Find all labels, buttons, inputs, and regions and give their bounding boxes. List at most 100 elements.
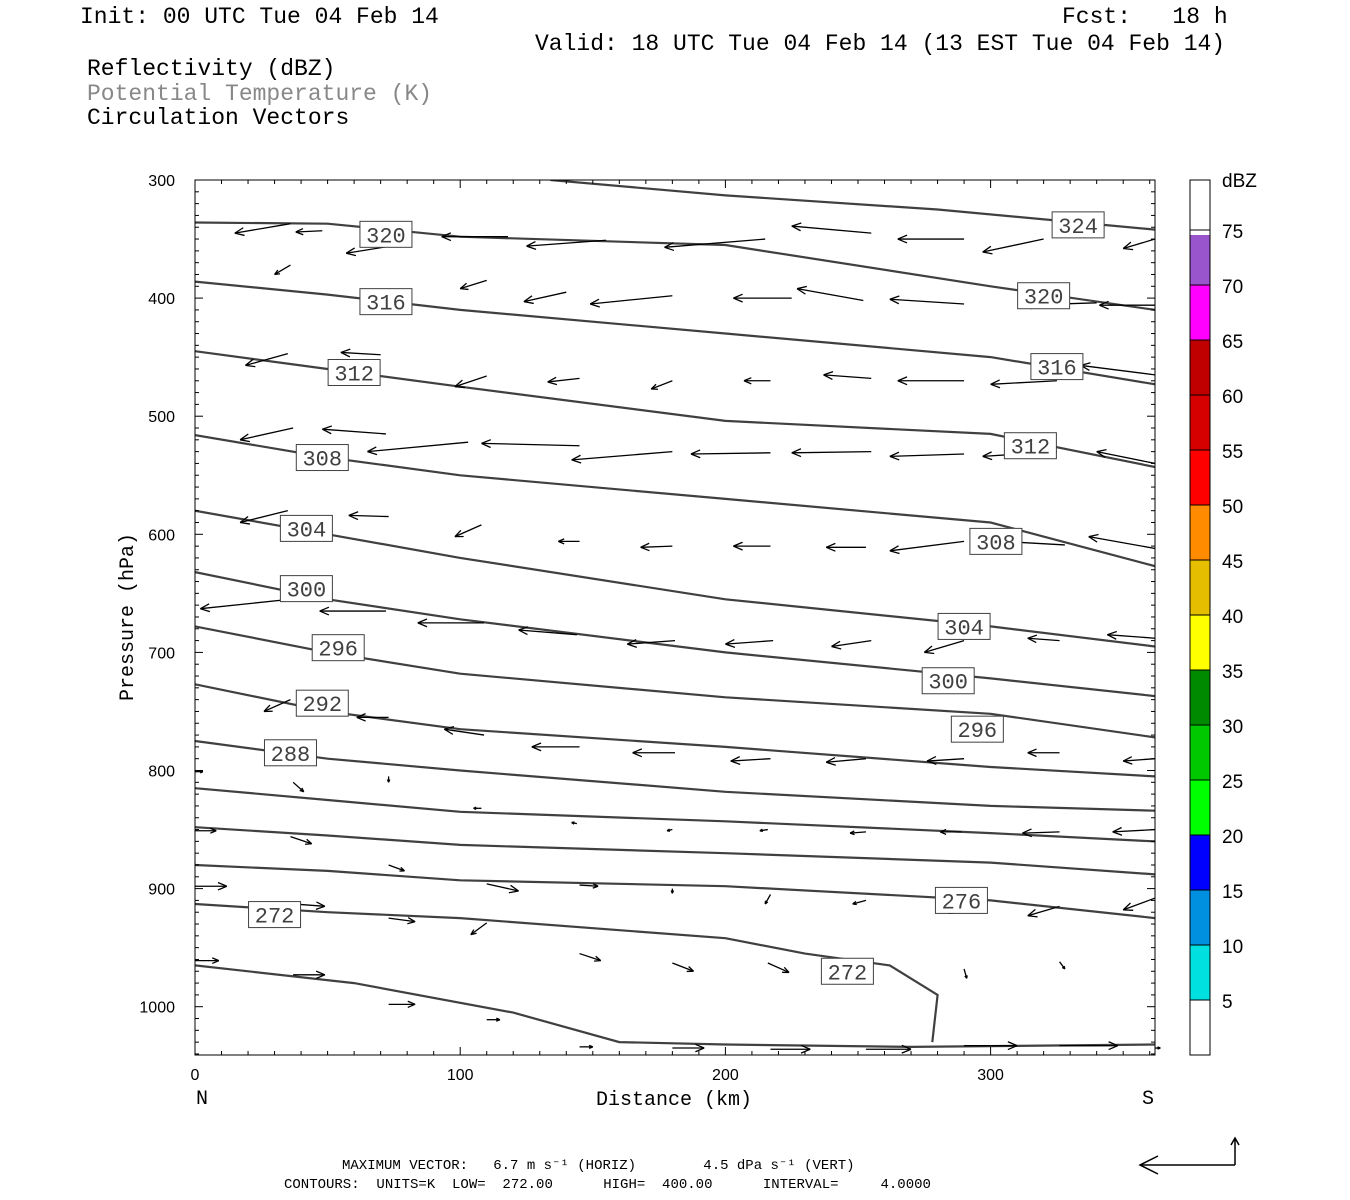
contour-label-text: 308 — [302, 448, 342, 473]
circulation-vector — [245, 352, 288, 368]
colorbar-label: 70 — [1222, 277, 1243, 298]
circulation-vector — [939, 828, 962, 835]
circulation-vector — [473, 806, 482, 811]
circulation-vector — [825, 756, 867, 766]
circulation-vector — [293, 970, 326, 980]
circulation-vector — [889, 451, 965, 461]
circulation-vector — [897, 376, 965, 386]
circulation-vector — [571, 450, 673, 464]
x-tick-label: 100 — [447, 1067, 474, 1084]
colorbar-swatch — [1190, 505, 1210, 560]
y-tick-label: 500 — [148, 409, 175, 426]
theta-contour-296 — [195, 625, 1155, 739]
circulation-vector — [672, 962, 695, 973]
circulation-vector — [1088, 533, 1156, 550]
circulation-vectors — [195, 222, 1161, 1054]
colorbar-swatch — [1190, 890, 1210, 945]
contour-label-text: 296 — [318, 638, 358, 663]
contour-label-text: 296 — [958, 719, 998, 744]
circulation-vector — [627, 638, 676, 648]
colorbar-swatch — [1190, 725, 1210, 780]
circulation-vector — [274, 264, 291, 276]
x-tick-label: 300 — [977, 1067, 1004, 1084]
colorbar-swatch — [1190, 285, 1210, 340]
circulation-vector — [743, 377, 771, 385]
colorbar-swatch — [1190, 560, 1210, 615]
circulation-vector — [963, 968, 968, 979]
contour-label-text: 324 — [1058, 215, 1098, 240]
colorbar-label: 20 — [1222, 827, 1243, 848]
circulation-vector — [791, 448, 872, 458]
circulation-vector — [725, 638, 774, 648]
colorbar-label: 60 — [1222, 387, 1243, 408]
colorbar-label: 50 — [1222, 497, 1243, 518]
circulation-vector — [388, 917, 416, 925]
circulation-vector — [470, 922, 488, 936]
circulation-vector — [897, 234, 965, 244]
circulation-vector — [1122, 756, 1156, 765]
maximum-vector-note: MAXIMUM VECTOR: 6.7 m s⁻¹ (HORIZ) 4.5 dP… — [342, 1158, 855, 1174]
colorbar-label: 55 — [1222, 442, 1243, 463]
circulation-vector — [865, 1044, 912, 1054]
circulation-vector — [1059, 1041, 1119, 1051]
colorbar-swatch — [1190, 450, 1210, 505]
circulation-vector — [670, 888, 675, 894]
circulation-vector — [356, 713, 389, 722]
colorbar-swatch — [1190, 1000, 1210, 1055]
circulation-vector — [195, 881, 228, 891]
legend-reflectivity: Reflectivity (dBZ) — [87, 56, 336, 82]
circulation-vector — [454, 524, 482, 538]
contour-label-text: 292 — [302, 693, 342, 718]
x-end-label-south: S — [1142, 1088, 1154, 1111]
colorbar-swatch — [1190, 340, 1210, 395]
circulation-vector — [290, 836, 313, 845]
circulation-vector — [319, 606, 386, 616]
circulation-vector — [730, 756, 771, 766]
contour-label-text: 276 — [942, 890, 982, 915]
contour-label: 296 — [311, 634, 365, 663]
circulation-vector — [547, 376, 580, 386]
circulation-vector — [579, 952, 602, 962]
x-tick-label: 200 — [712, 1067, 739, 1084]
colorbar-label: 5 — [1222, 992, 1233, 1013]
circulation-vector — [640, 542, 673, 552]
circulation-vector — [195, 827, 217, 834]
contour-label-text: 304 — [287, 518, 327, 543]
theta-contour-316 — [195, 280, 1155, 386]
circulation-vector — [1122, 897, 1156, 911]
colorbar-label: 45 — [1222, 552, 1243, 573]
contour-label-text: 272 — [255, 905, 295, 930]
contour-label-text: 320 — [366, 224, 406, 249]
contour-label-text: 272 — [828, 961, 868, 986]
x-axis-title: Distance (km) — [596, 1089, 752, 1112]
circulation-vector — [388, 1000, 416, 1009]
circulation-vector — [1027, 748, 1060, 758]
contour-labels: 324 320 320 316 316 312 312 308 308 304 304 300 300 2… — [248, 211, 1105, 986]
contour-label: 324 — [1051, 211, 1105, 240]
circulation-vector — [234, 223, 291, 237]
circulation-vector — [770, 1044, 811, 1054]
circulation-vector — [632, 748, 676, 758]
contour-label-text: 320 — [1024, 286, 1064, 311]
colorbar-border — [1189, 179, 1211, 1056]
contour-label: 272 — [820, 957, 874, 986]
circulation-vector — [923, 639, 965, 655]
colorbar-swatch — [1190, 945, 1210, 1000]
theta-contour-280 — [195, 826, 1155, 876]
circulation-vector — [200, 598, 291, 613]
circulation-vector — [571, 821, 578, 825]
circulation-vector — [322, 425, 386, 435]
contour-label-text: 316 — [366, 292, 406, 317]
contour-label: 320 — [359, 220, 413, 249]
init-time: Init: 00 UTC Tue 04 Feb 14 — [80, 4, 439, 30]
circulation-vector — [767, 962, 790, 974]
contour-label: 288 — [263, 739, 317, 768]
colorbar-label: 35 — [1222, 662, 1243, 683]
circulation-vector — [964, 1041, 1018, 1051]
circulation-vector — [531, 742, 580, 752]
circulation-vector — [831, 639, 872, 650]
x-end-label-north: N — [196, 1088, 208, 1111]
contour-label: 300 — [279, 575, 333, 604]
circulation-vector — [239, 427, 294, 443]
contour-label: 296 — [950, 715, 1004, 744]
